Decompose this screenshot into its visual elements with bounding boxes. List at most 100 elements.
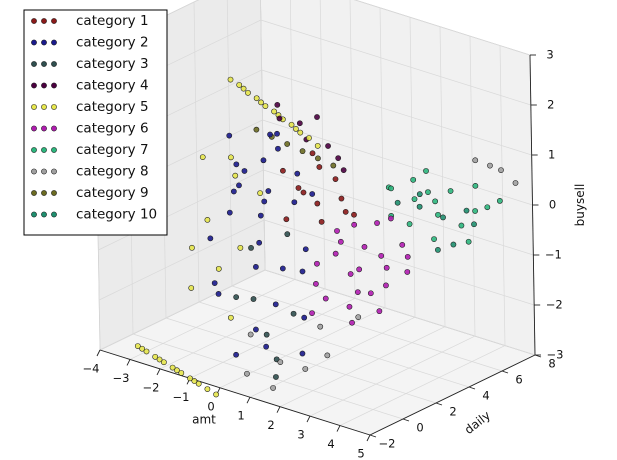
data-point-series-5 <box>187 375 193 382</box>
data-point-series-8 <box>270 385 276 391</box>
data-point-series-5 <box>271 108 277 115</box>
data-point-series-7 <box>447 188 454 194</box>
data-point-series-7 <box>432 198 439 205</box>
data-point-series-9 <box>299 148 306 155</box>
data-point-series-2 <box>267 131 273 138</box>
data-point-series-7 <box>435 211 441 218</box>
data-point-series-8 <box>487 162 493 169</box>
data-point-series-6 <box>349 319 355 326</box>
data-point-series-6 <box>388 215 394 222</box>
data-point-series-2 <box>299 350 306 357</box>
data-point-series-6 <box>346 303 353 310</box>
data-point-series-5 <box>169 364 176 371</box>
data-point-series-8 <box>244 370 250 377</box>
data-point-series-5 <box>257 190 263 197</box>
data-point-series-6 <box>404 269 411 275</box>
legend-label: category 8 <box>76 164 149 180</box>
data-point-series-9 <box>330 162 337 169</box>
data-point-series-9 <box>284 141 291 147</box>
legend-marker <box>41 125 47 132</box>
grid-line-x-floor <box>339 345 506 426</box>
y-axis-line <box>369 354 536 436</box>
grid-lines <box>94 0 536 436</box>
data-point-series-2 <box>275 145 281 152</box>
data-point-series-1 <box>314 200 321 207</box>
legend-marker <box>31 82 37 89</box>
data-point-series-3 <box>263 331 270 338</box>
z-tick-label: 1 <box>548 148 555 162</box>
y-tick-mark <box>468 386 476 390</box>
data-point-series-9 <box>253 126 260 133</box>
legend-marker <box>51 168 57 175</box>
legend-marker <box>31 39 37 46</box>
y-tick-label: 2 <box>449 405 456 419</box>
data-point-series-6 <box>361 244 368 250</box>
data-point-series-8 <box>317 323 324 330</box>
data-point-series-2 <box>294 170 301 177</box>
data-point-series-7 <box>465 238 472 245</box>
data-point-series-7 <box>496 198 503 204</box>
data-point-series-5 <box>237 244 244 251</box>
y-tick-label: 4 <box>482 389 489 403</box>
legend-marker <box>51 211 57 218</box>
legend-label: category 6 <box>76 121 149 137</box>
x-tick-mark <box>246 397 251 404</box>
data-point-series-9 <box>315 155 321 162</box>
data-point-series-6 <box>351 221 358 228</box>
data-point-series-5 <box>152 353 159 360</box>
data-point-series-2 <box>263 343 270 350</box>
data-point-series-2 <box>233 161 240 168</box>
data-point-series-7 <box>411 196 418 202</box>
data-point-series-5 <box>199 154 206 160</box>
data-point-series-8 <box>512 180 519 186</box>
data-point-series-2 <box>301 314 308 321</box>
data-point-series-6 <box>354 289 361 295</box>
data-point-series-2 <box>260 157 267 164</box>
data-point-series-6 <box>356 266 363 273</box>
grid-line-z-back <box>263 169 534 256</box>
data-point-series-6 <box>383 264 390 271</box>
data-point-series-5 <box>143 348 150 355</box>
legend-marker <box>51 18 57 24</box>
grid-line-z-back <box>264 269 536 356</box>
data-point-series-5 <box>174 367 180 374</box>
data-point-series-6 <box>309 310 315 316</box>
data-point-series-7 <box>472 208 478 214</box>
data-point-series-2 <box>291 199 298 206</box>
data-point-series-1 <box>342 208 349 215</box>
data-point-series-5 <box>297 129 304 136</box>
y-tick-mark <box>402 418 410 422</box>
data-point-series-10 <box>435 247 441 253</box>
x-tick-label: −4 <box>83 362 100 376</box>
data-point-series-5 <box>156 356 163 363</box>
x-tick-label: 3 <box>297 428 304 442</box>
data-point-series-1 <box>280 167 286 174</box>
data-point-series-3 <box>248 245 254 251</box>
y-tick-mark <box>435 402 443 406</box>
data-point-series-5 <box>204 386 211 392</box>
data-point-series-1 <box>295 185 302 191</box>
x-tick-label: −2 <box>143 380 160 394</box>
x-tick-label: −1 <box>173 390 190 404</box>
data-point-series-5 <box>314 142 321 149</box>
data-point-series-10 <box>440 214 446 221</box>
data-point-series-5 <box>232 172 239 179</box>
y-tick-mark <box>501 370 509 374</box>
legend-marker <box>51 125 57 132</box>
grid-line-y-floor <box>132 333 404 420</box>
grid-line-y-floor <box>165 317 437 404</box>
data-point-series-7 <box>410 176 417 183</box>
data-point-series-5 <box>262 103 269 109</box>
x-tick-label: 4 <box>327 437 334 451</box>
legend-label: category 3 <box>76 56 149 72</box>
data-point-series-2 <box>253 326 259 333</box>
x-axis-label: amt <box>192 412 216 426</box>
data-point-series-8 <box>302 366 309 372</box>
data-point-series-6 <box>404 253 411 260</box>
data-point-series-5 <box>134 343 141 349</box>
z-axis-label: buysell <box>573 184 587 227</box>
data-point-series-8 <box>277 359 284 365</box>
grid-line-x-floor <box>159 288 326 370</box>
legend-label: category 4 <box>76 78 149 94</box>
data-point-series-5 <box>240 85 247 92</box>
